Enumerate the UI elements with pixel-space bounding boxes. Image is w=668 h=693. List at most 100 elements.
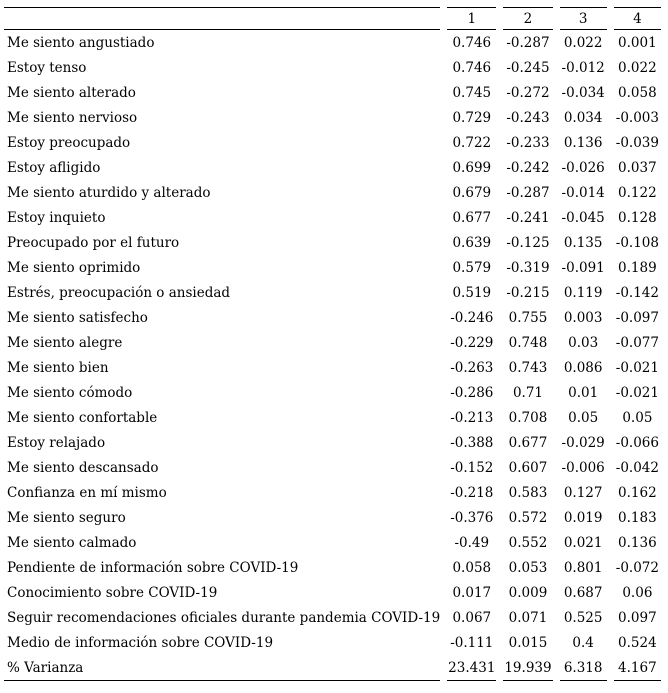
cell-value: 0.037 [618, 159, 657, 176]
cell-value: 0.001 [618, 34, 657, 51]
cell-value: 0.053 [508, 559, 548, 576]
cell-value: -0.388 [450, 434, 494, 451]
cell-value: 0.607 [508, 459, 548, 476]
cell-value: 0.136 [563, 134, 603, 151]
cell-value: -0.229 [450, 334, 494, 351]
cell-value: 0.552 [508, 534, 548, 551]
table-row: Preocupado por el futuro 0.639 -0.125 0.135… [4, 230, 661, 255]
cell-value: -0.241 [506, 209, 550, 226]
cell-value: -0.215 [506, 284, 550, 301]
cell-value: -0.242 [506, 159, 550, 176]
cell-value: 0.067 [452, 609, 492, 626]
cell-value: 0.746 [452, 59, 492, 76]
column-header: 1 [447, 7, 497, 30]
cell-value: -0.246 [450, 309, 494, 326]
row-label: Me siento nervioso [7, 109, 138, 126]
cell-value: 19.939 [503, 655, 553, 681]
cell-value: 6.318 [559, 655, 607, 681]
column-header: 3 [559, 7, 607, 30]
cell-value: 0.058 [618, 84, 657, 101]
table-row: Me siento alterado 0.745 -0.272 -0.034 0.058 [4, 80, 661, 105]
column-header: 4 [613, 7, 661, 30]
cell-value: 0.579 [452, 259, 492, 276]
cell-value: -0.026 [561, 159, 605, 176]
cell-value: 0.572 [508, 509, 548, 526]
table-row: Me siento seguro -0.376 0.572 0.019 0.183 [4, 505, 661, 530]
table-row: Me siento confortable -0.213 0.708 0.05 0.05 [4, 405, 661, 430]
cell-value: 0.748 [508, 334, 548, 351]
cell-value: -0.152 [450, 459, 494, 476]
row-label: % Varianza [4, 655, 441, 681]
table-row: Estrés, preocupación o ansiedad 0.519 -0.2… [4, 280, 661, 305]
row-label: Estoy tenso [7, 59, 87, 76]
cell-value: 0.03 [568, 334, 599, 351]
cell-value: 0.119 [563, 284, 603, 301]
cell-value: -0.245 [506, 59, 550, 76]
cell-value: 0.519 [452, 284, 492, 301]
cell-value: 0.801 [563, 559, 603, 576]
cell-value: -0.49 [454, 534, 490, 551]
table-row: Estoy tenso 0.746 -0.245 -0.012 0.022 [4, 55, 661, 80]
cell-value: -0.077 [615, 334, 659, 351]
cell-value: 23.431 [447, 655, 497, 681]
table-row: Pendiente de información sobre COVID-19 0… [4, 555, 661, 580]
cell-value: -0.097 [615, 309, 659, 326]
cell-value: 0.034 [563, 109, 603, 126]
cell-value: 0.708 [508, 409, 548, 426]
cell-value: -0.287 [506, 34, 550, 51]
cell-value: 0.058 [452, 559, 492, 576]
table-row: Me siento angustiado 0.746 -0.287 0.022 0.00… [4, 30, 661, 55]
cell-value: -0.029 [561, 434, 605, 451]
row-label: Me siento descansado [7, 459, 159, 476]
cell-value: 0.022 [563, 34, 603, 51]
cell-value: 0.583 [508, 484, 548, 501]
cell-value: -0.213 [450, 409, 494, 426]
cell-value: -0.021 [615, 384, 659, 401]
row-label: Me siento cómodo [7, 384, 133, 401]
row-label: Me siento alterado [7, 84, 136, 101]
cell-value: 0.019 [563, 509, 603, 526]
cell-value: 0.136 [618, 534, 657, 551]
cell-value: -0.287 [506, 184, 550, 201]
column-header: 2 [503, 7, 553, 30]
header-empty-cell [4, 7, 441, 30]
cell-value: 0.4 [572, 634, 594, 651]
row-label: Estoy afligido [7, 159, 101, 176]
cell-value: -0.286 [450, 384, 494, 401]
row-label: Me siento seguro [7, 509, 126, 526]
table-row: Estoy relajado -0.388 0.677 -0.029 -0.066 [4, 430, 661, 455]
table-row: % Varianza 23.431 19.939 6.318 4.167 [4, 655, 661, 681]
table-row: Me siento alegre -0.229 0.748 0.03 -0.077 [4, 330, 661, 355]
cell-value: -0.014 [561, 184, 605, 201]
cell-value: -0.039 [615, 134, 659, 151]
row-label: Me siento aturdido y alterado [7, 184, 211, 201]
cell-value: -0.034 [561, 84, 605, 101]
table-row: Me siento calmado -0.49 0.552 0.021 0.136 [4, 530, 661, 555]
cell-value: 0.746 [452, 34, 492, 51]
cell-value: -0.042 [615, 459, 659, 476]
cell-value: 0.639 [452, 234, 492, 251]
table-row: Me siento cómodo -0.286 0.71 0.01 -0.021 [4, 380, 661, 405]
table-row: Me siento oprimido 0.579 -0.319 -0.091 0.189 [4, 255, 661, 280]
cell-value: -0.091 [561, 259, 605, 276]
cell-value: 0.699 [452, 159, 492, 176]
cell-value: 0.183 [618, 509, 657, 526]
cell-value: 0.021 [563, 534, 603, 551]
cell-value: 0.677 [508, 434, 548, 451]
cell-value: 0.097 [618, 609, 657, 626]
cell-value: -0.376 [450, 509, 494, 526]
row-label: Me siento angustiado [7, 34, 155, 51]
cell-value: 0.05 [622, 409, 653, 426]
row-label: Me siento oprimido [7, 259, 141, 276]
cell-value: 0.071 [508, 609, 548, 626]
cell-value: 0.677 [452, 209, 492, 226]
cell-value: 0.743 [508, 359, 548, 376]
table-row: Me siento satisfecho -0.246 0.755 0.003 -0.0… [4, 305, 661, 330]
row-label: Me siento calmado [7, 534, 137, 551]
table-row: Me siento descansado -0.152 0.607 -0.006 -0.… [4, 455, 661, 480]
cell-value: -0.111 [450, 634, 494, 651]
cell-value: -0.066 [615, 434, 659, 451]
cell-value: -0.319 [506, 259, 550, 276]
